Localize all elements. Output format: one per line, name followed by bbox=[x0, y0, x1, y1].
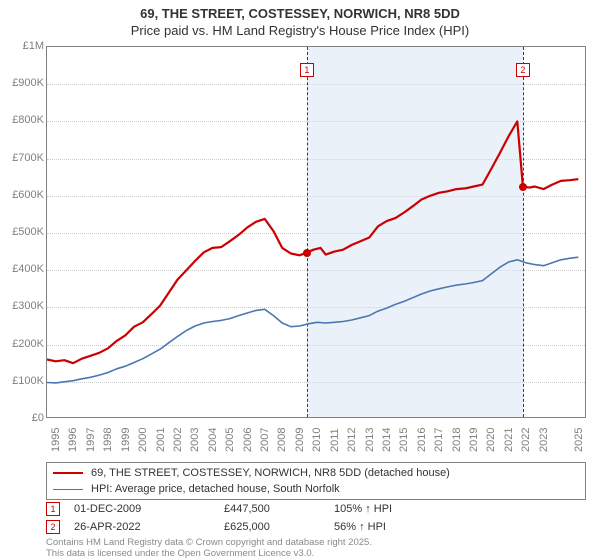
transaction-marker-icon: 2 bbox=[46, 520, 60, 534]
y-tick-label: £400K bbox=[0, 263, 44, 275]
legend-swatch bbox=[53, 472, 83, 474]
y-tick-label: £700K bbox=[0, 152, 44, 164]
legend-label: 69, THE STREET, COSTESSEY, NORWICH, NR8 … bbox=[91, 467, 450, 479]
transactions-table: 1 01-DEC-2009 £447,500 105% ↑ HPI 2 26-A… bbox=[46, 500, 586, 536]
title-subtitle: Price paid vs. HM Land Registry's House … bbox=[0, 23, 600, 38]
chart-data-point bbox=[303, 249, 311, 257]
legend-label: HPI: Average price, detached house, Sout… bbox=[91, 483, 340, 495]
x-tick-label: 2013 bbox=[364, 428, 376, 452]
transaction-row: 2 26-APR-2022 £625,000 56% ↑ HPI bbox=[46, 518, 586, 536]
x-tick-label: 2019 bbox=[468, 428, 480, 452]
x-tick-label: 2017 bbox=[433, 428, 445, 452]
x-tick-label: 2000 bbox=[137, 428, 149, 452]
x-tick-label: 2021 bbox=[503, 428, 515, 452]
legend-swatch bbox=[53, 489, 83, 490]
transaction-pct: 56% ↑ HPI bbox=[334, 521, 444, 533]
x-tick-label: 1997 bbox=[85, 428, 97, 452]
x-tick-label: 1998 bbox=[102, 428, 114, 452]
x-tick-label: 2002 bbox=[172, 428, 184, 452]
x-tick-label: 2020 bbox=[485, 428, 497, 452]
y-tick-label: £0 bbox=[0, 412, 44, 424]
y-tick-label: £200K bbox=[0, 338, 44, 350]
y-tick-label: £300K bbox=[0, 300, 44, 312]
y-tick-label: £600K bbox=[0, 189, 44, 201]
x-tick-label: 1999 bbox=[120, 428, 132, 452]
transaction-date: 26-APR-2022 bbox=[74, 521, 224, 533]
attribution: Contains HM Land Registry data © Crown c… bbox=[46, 538, 372, 560]
x-tick-label: 2022 bbox=[520, 428, 532, 452]
y-tick-label: £800K bbox=[0, 114, 44, 126]
x-tick-label: 2025 bbox=[573, 428, 585, 452]
x-tick-label: 1996 bbox=[67, 428, 79, 452]
x-tick-label: 2008 bbox=[276, 428, 288, 452]
x-tick-label: 2018 bbox=[451, 428, 463, 452]
transaction-marker-icon: 1 bbox=[46, 502, 60, 516]
transaction-pct: 105% ↑ HPI bbox=[334, 503, 444, 515]
y-tick-label: £500K bbox=[0, 226, 44, 238]
x-tick-label: 2001 bbox=[155, 428, 167, 452]
title-block: 69, THE STREET, COSTESSEY, NORWICH, NR8 … bbox=[0, 0, 600, 38]
y-tick-label: £100K bbox=[0, 375, 44, 387]
x-tick-label: 2014 bbox=[381, 428, 393, 452]
x-tick-label: 2023 bbox=[538, 428, 550, 452]
y-tick-label: £900K bbox=[0, 77, 44, 89]
chart-data-point bbox=[519, 183, 527, 191]
legend-item-price-paid: 69, THE STREET, COSTESSEY, NORWICH, NR8 … bbox=[53, 465, 579, 481]
legend-item-hpi: HPI: Average price, detached house, Sout… bbox=[53, 481, 579, 497]
x-tick-label: 2006 bbox=[242, 428, 254, 452]
x-tick-label: 2007 bbox=[259, 428, 271, 452]
transaction-date: 01-DEC-2009 bbox=[74, 503, 224, 515]
title-address: 69, THE STREET, COSTESSEY, NORWICH, NR8 … bbox=[0, 6, 600, 21]
x-tick-label: 2003 bbox=[189, 428, 201, 452]
transaction-price: £625,000 bbox=[224, 521, 334, 533]
x-tick-label: 2005 bbox=[224, 428, 236, 452]
x-tick-label: 2010 bbox=[311, 428, 323, 452]
x-tick-label: 2012 bbox=[346, 428, 358, 452]
chart-plot-area: 12 bbox=[46, 46, 586, 418]
x-tick-label: 2004 bbox=[207, 428, 219, 452]
x-tick-label: 2011 bbox=[329, 428, 341, 452]
x-tick-label: 2015 bbox=[398, 428, 410, 452]
y-tick-label: £1M bbox=[0, 40, 44, 52]
legend: 69, THE STREET, COSTESSEY, NORWICH, NR8 … bbox=[46, 462, 586, 500]
transaction-row: 1 01-DEC-2009 £447,500 105% ↑ HPI bbox=[46, 500, 586, 518]
x-tick-label: 2009 bbox=[294, 428, 306, 452]
chart-container: 69, THE STREET, COSTESSEY, NORWICH, NR8 … bbox=[0, 0, 600, 560]
transaction-price: £447,500 bbox=[224, 503, 334, 515]
x-tick-label: 1995 bbox=[50, 428, 62, 452]
attribution-line: This data is licensed under the Open Gov… bbox=[46, 549, 372, 560]
x-tick-label: 2016 bbox=[416, 428, 428, 452]
